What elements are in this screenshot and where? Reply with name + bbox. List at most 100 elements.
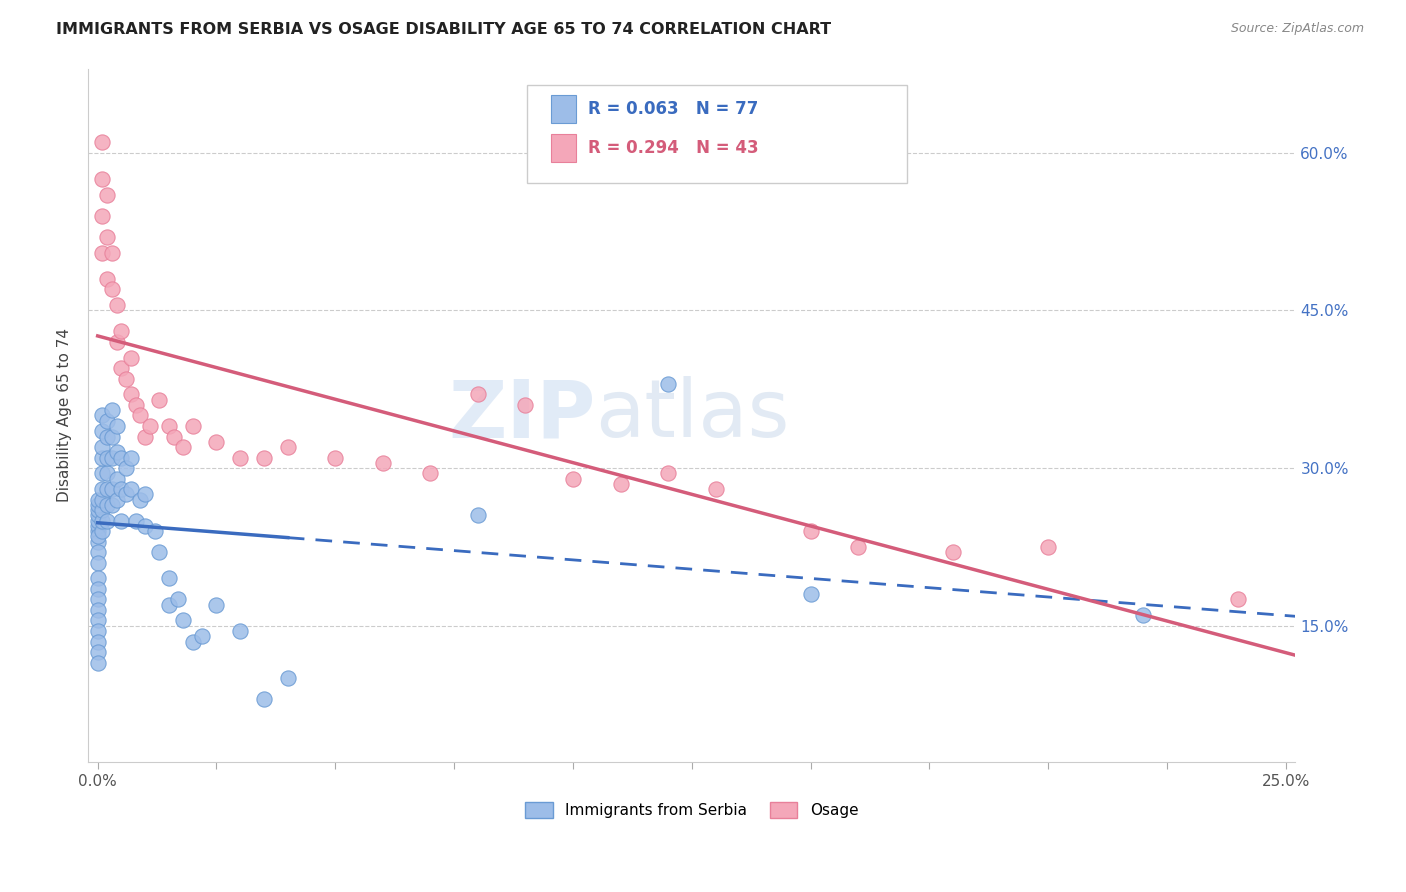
Point [419, 467, 441, 481]
Point [115, 372, 138, 386]
Point [1227, 592, 1250, 607]
Point [143, 524, 166, 538]
Point [125, 514, 148, 528]
Point [157, 571, 180, 585]
Point [91, 467, 114, 481]
Point [91, 450, 114, 465]
Point [105, 298, 128, 312]
Point [253, 450, 276, 465]
Point [86, 545, 108, 559]
Point [86, 529, 108, 543]
Text: Source: ZipAtlas.com: Source: ZipAtlas.com [1230, 22, 1364, 36]
Point [96, 187, 118, 202]
Text: ZIP: ZIP [449, 376, 595, 455]
Point [110, 482, 132, 496]
Point [86, 492, 108, 507]
Point [91, 409, 114, 423]
Point [110, 324, 132, 338]
Point [91, 172, 114, 186]
Point [96, 450, 118, 465]
Point [96, 514, 118, 528]
Point [120, 387, 142, 401]
Point [134, 487, 156, 501]
Point [86, 603, 108, 617]
Point [96, 429, 118, 443]
Point [91, 503, 114, 517]
Point [86, 656, 108, 670]
Point [86, 624, 108, 638]
Point [157, 419, 180, 434]
Point [96, 482, 118, 496]
Point [86, 645, 108, 659]
Point [167, 592, 190, 607]
Point [229, 624, 252, 638]
Point [86, 524, 108, 538]
Point [277, 440, 299, 454]
Point [96, 467, 118, 481]
Text: R = 0.294   N = 43: R = 0.294 N = 43 [588, 139, 758, 157]
Point [181, 634, 204, 648]
Point [942, 545, 965, 559]
Point [800, 524, 823, 538]
Point [129, 409, 152, 423]
Point [134, 429, 156, 443]
Point [115, 487, 138, 501]
Point [86, 582, 108, 596]
Point [515, 398, 537, 412]
Y-axis label: Disability Age 65 to 74: Disability Age 65 to 74 [58, 328, 72, 502]
Point [96, 272, 118, 286]
Point [562, 472, 585, 486]
Point [101, 450, 124, 465]
Point [157, 598, 180, 612]
Point [139, 419, 162, 434]
Point [467, 508, 489, 523]
Point [657, 467, 679, 481]
Point [101, 403, 124, 417]
Point [105, 419, 128, 434]
Point [86, 571, 108, 585]
Point [253, 692, 276, 706]
Point [205, 434, 228, 449]
Text: IMMIGRANTS FROM SERBIA VS OSAGE DISABILITY AGE 65 TO 74 CORRELATION CHART: IMMIGRANTS FROM SERBIA VS OSAGE DISABILI… [56, 22, 831, 37]
Point [846, 540, 869, 554]
Point [704, 482, 727, 496]
Point [371, 456, 394, 470]
Point [129, 492, 152, 507]
Point [105, 334, 128, 349]
Point [96, 498, 118, 512]
Point [148, 545, 170, 559]
Point [105, 445, 128, 459]
Point [86, 634, 108, 648]
Point [181, 419, 204, 434]
Point [91, 440, 114, 454]
Point [91, 514, 114, 528]
Point [163, 429, 186, 443]
Point [91, 135, 114, 149]
Point [172, 440, 194, 454]
Point [86, 592, 108, 607]
Point [91, 424, 114, 438]
Point [96, 414, 118, 428]
Point [125, 398, 148, 412]
Point [91, 524, 114, 538]
Point [277, 671, 299, 685]
Point [148, 392, 170, 407]
Point [86, 498, 108, 512]
Point [115, 461, 138, 475]
Point [657, 376, 679, 391]
Text: atlas: atlas [595, 376, 790, 455]
Point [96, 229, 118, 244]
Point [191, 629, 214, 643]
Point [101, 498, 124, 512]
Point [205, 598, 228, 612]
Point [101, 482, 124, 496]
Point [120, 482, 142, 496]
Point [86, 514, 108, 528]
Point [110, 514, 132, 528]
Point [91, 245, 114, 260]
Point [91, 209, 114, 223]
Point [86, 556, 108, 570]
Point [120, 450, 142, 465]
Point [172, 614, 194, 628]
Point [229, 450, 252, 465]
